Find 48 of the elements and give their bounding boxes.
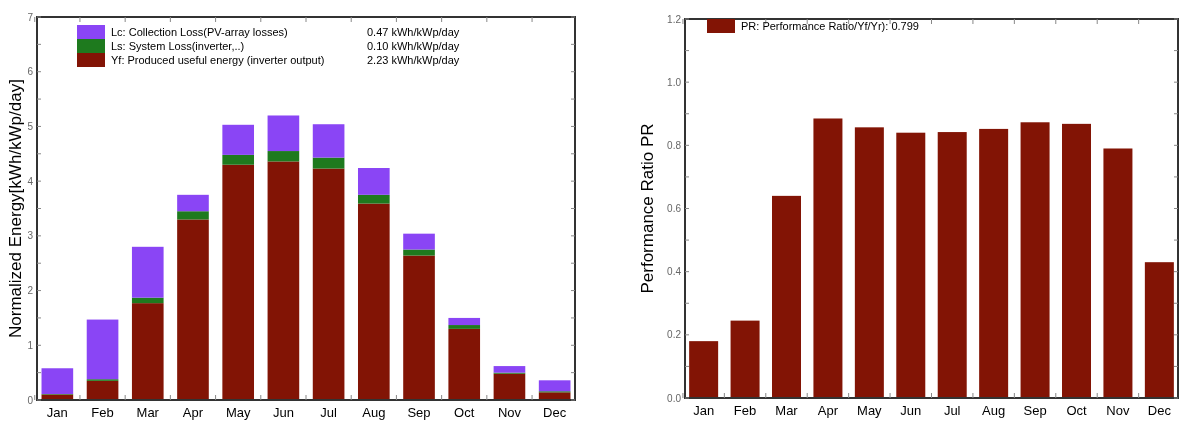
x-tick-label: Jun [272,405,294,420]
x-tick-label: Oct [454,405,475,420]
y-axis-title: Performance Ratio PR [638,123,657,294]
x-tick-label: Apr [817,403,839,418]
x-tick-label: Dec [543,405,567,420]
x-tick-label: Oct [1066,403,1087,418]
y-tick-label: 2 [27,285,34,297]
x-tick-label: Nov [1106,403,1130,418]
x-tick-label: Sep [407,405,431,420]
annotation: 2.23 kWh/kWp/day [367,54,460,66]
x-tick-label: Dec [1147,403,1172,418]
y-tick-label: 1.0 [667,76,682,88]
x-tick-label: Mar [775,403,799,418]
x-tick-label: Jan [46,405,68,420]
y-tick-label: 7 [27,11,34,23]
x-tick-label: Sep [1023,403,1047,418]
y-tick-label: 4 [27,175,34,187]
y-tick-label: 0.4 [667,266,682,278]
x-tick-label: Feb [733,403,757,418]
y-tick-label: 0.0 [667,392,682,404]
x-tick-label: Jul [320,405,338,420]
annotation: 0.10 kWh/kWp/day [367,40,460,52]
y-axis-title: Normalized Energy[kWh/kWp/day] [6,79,25,338]
y-tick-label: 1 [27,339,34,351]
y-tick-label: 0.6 [667,203,682,214]
y-tick-label: 1.2 [667,13,682,25]
x-tick-label: May [225,405,251,420]
x-tick-label: Jun [900,403,922,418]
x-tick-label: Aug [982,403,1006,418]
legend-label: PR: Performance Ratio/Yf/Yr): 0.799 [741,20,919,32]
x-tick-label: Apr [182,405,204,420]
x-tick-label: May [857,403,883,418]
legend-label: Yf: Produced useful energy (inverter output) [111,54,325,66]
x-tick-label: Nov [497,405,522,420]
y-tick-label: 6 [27,66,34,78]
legend-label: Ls: System Loss(inverter,..) [111,40,245,52]
annotation: 0.47 kWh/kWp/day [367,26,460,38]
y-tick-label: 3 [27,230,34,242]
x-tick-label: Feb [91,405,114,420]
x-tick-label: Jan [693,403,715,418]
y-tick-label: 0.8 [667,139,682,151]
y-tick-label: 0 [27,394,34,406]
legend-label: Lc: Collection Loss(PV-array losses) [111,26,288,38]
x-tick-label: Jul [943,403,961,418]
x-tick-label: Mar [136,405,160,420]
y-tick-label: 5 [27,120,34,132]
x-tick-label: Aug [362,405,386,420]
y-tick-label: 0.2 [667,329,682,341]
